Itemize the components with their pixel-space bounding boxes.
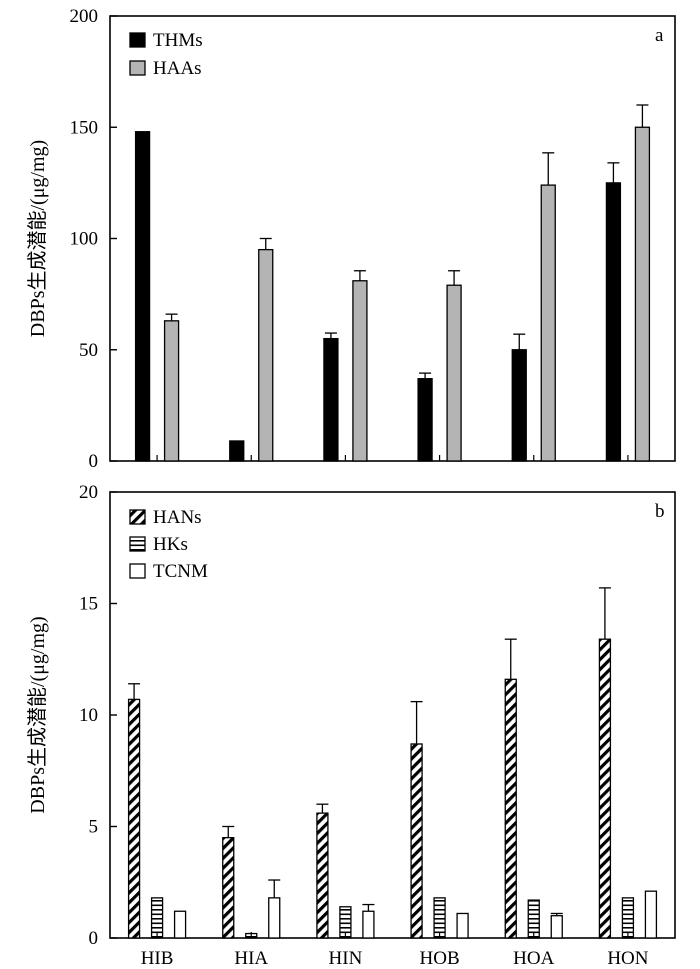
x-tick-label: HIA — [234, 948, 268, 969]
bar-tcnm-hin — [362, 910, 375, 939]
bar-haas-hin — [352, 280, 368, 462]
bar-tcnm-hon — [644, 890, 658, 939]
y-tick-label: 5 — [89, 817, 99, 838]
bar-haas-hia — [258, 248, 274, 462]
legend-swatch — [129, 509, 146, 525]
panel-label: b — [655, 501, 665, 522]
y-tick-label: 50 — [79, 340, 98, 361]
bar-thms-hon — [605, 182, 622, 462]
y-tick-label: 0 — [89, 451, 99, 472]
x-tick-label: HIB — [141, 948, 174, 969]
bar-thms-hob — [417, 378, 433, 462]
bar-tcnm-hib — [173, 910, 187, 939]
plot-frame — [109, 491, 676, 939]
bar-haas-hib — [163, 320, 180, 462]
bar-thms-hin — [323, 337, 339, 462]
y-tick-label: 20 — [79, 482, 98, 503]
y-tick-label: 15 — [79, 594, 98, 615]
legend-swatch — [129, 536, 146, 552]
bar-hans-hia — [222, 837, 235, 939]
legend-swatch — [129, 60, 146, 76]
y-tick-label: 0 — [89, 928, 99, 949]
bar-hks-hib — [150, 897, 164, 939]
panel-a: 0 50 100 150 200 DBPs生成潜能/(μg/mg) a THMs HAAs — [26, 6, 676, 472]
legend-swatch — [129, 563, 146, 579]
y-axis-label: DBPs生成潜能/(μg/mg) — [26, 140, 49, 337]
bar-hans-hon — [598, 638, 612, 939]
y-axis-label: DBPs生成潜能/(μg/mg) — [26, 616, 49, 813]
y-tick-label: 150 — [70, 117, 99, 138]
bar-tcnm-hob — [456, 912, 469, 939]
legend-label: HAAs — [153, 58, 202, 79]
bar-haas-hon — [634, 126, 651, 462]
bar-hks-hon — [621, 897, 635, 939]
bar-hans-hib — [127, 698, 141, 939]
bar-tcnm-hia — [268, 897, 281, 939]
legend-label: HANs — [153, 507, 202, 528]
y-tick-label: 10 — [79, 705, 98, 726]
y-tick-label: 200 — [70, 6, 99, 27]
bar-hks-hob — [433, 897, 446, 939]
plot-frame — [109, 15, 676, 462]
bar-hans-hin — [316, 812, 329, 939]
legend-label: THMs — [153, 30, 203, 51]
bar-haas-hob — [446, 284, 462, 462]
x-tick-label: HOA — [513, 948, 554, 969]
legend-label: HKs — [153, 534, 188, 555]
bar-tcnm-hoa — [550, 915, 563, 939]
x-tick-label: HON — [607, 948, 648, 969]
bar-haas-hoa — [540, 184, 556, 462]
x-tick-label: HOB — [420, 948, 460, 969]
bar-thms-hia — [229, 440, 245, 462]
bar-thms-hoa — [511, 349, 527, 462]
legend-swatch — [129, 32, 146, 48]
bar-hans-hoa — [504, 678, 517, 939]
panel-label: a — [655, 25, 664, 46]
legend-label: TCNM — [153, 561, 208, 582]
bar-hans-hob — [410, 743, 423, 939]
y-tick-label: 100 — [70, 229, 99, 250]
panel-b: 0 5 10 15 20 DBPs生成潜能/(μg/mg) b HIB HIA HIN HOB HOA… — [26, 482, 676, 969]
bar-thms-hib — [134, 131, 151, 462]
x-tick-label: HIN — [329, 948, 363, 969]
